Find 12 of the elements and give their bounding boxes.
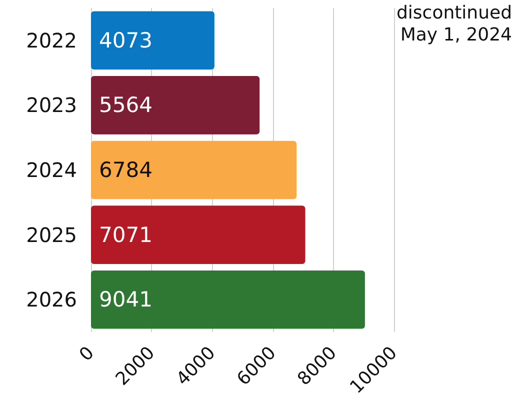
data-label: 4073 bbox=[99, 28, 152, 52]
data-label: 7071 bbox=[99, 222, 152, 247]
y-tick-label: 2024 bbox=[26, 158, 77, 182]
text: discontinued May 1, 2024 bbox=[396, 2, 512, 46]
y-tick-label: 2022 bbox=[26, 28, 77, 52]
y-tick-label: 2025 bbox=[26, 222, 77, 247]
y-tick-label: 2026 bbox=[26, 288, 77, 312]
data-label: 6784 bbox=[99, 158, 152, 182]
data-label: 9041 bbox=[99, 288, 152, 312]
y-tick-label: 2023 bbox=[26, 93, 77, 118]
data-label: 5564 bbox=[99, 93, 152, 118]
x-tick-label: 0 bbox=[75, 342, 98, 366]
